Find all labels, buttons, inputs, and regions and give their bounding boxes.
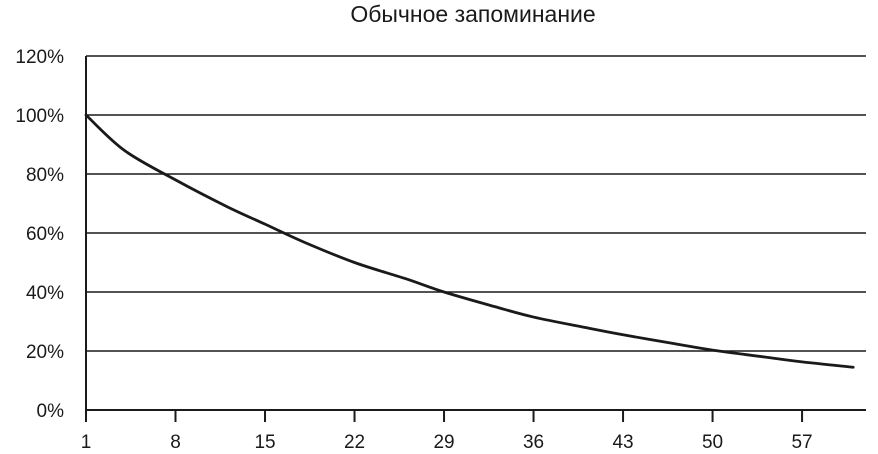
x-tick-label: 1 bbox=[81, 432, 92, 453]
gridlines bbox=[86, 55, 866, 352]
y-tick-label: 60% bbox=[26, 224, 64, 245]
y-tick-label: 0% bbox=[37, 401, 65, 422]
x-tick-labels: 1 8 15 22 29 36 43 50 57 bbox=[81, 432, 813, 453]
y-tick-label: 40% bbox=[26, 283, 64, 304]
chart-title: Обычное запоминание bbox=[350, 1, 595, 27]
y-tick-label: 100% bbox=[15, 106, 64, 127]
x-tick-label: 36 bbox=[523, 432, 544, 453]
x-tick-label: 8 bbox=[170, 432, 181, 453]
y-tick-label: 20% bbox=[26, 342, 64, 363]
x-tick-label: 57 bbox=[791, 432, 812, 453]
axes bbox=[85, 56, 866, 422]
x-tick-label: 15 bbox=[254, 432, 275, 453]
x-tick-label: 50 bbox=[702, 432, 723, 453]
x-tick-label: 29 bbox=[433, 432, 454, 453]
x-tick-label: 22 bbox=[344, 432, 365, 453]
y-tick-labels: 0% 20% 40% 60% 80% 100% 120% bbox=[15, 47, 64, 422]
y-tick-label: 80% bbox=[26, 165, 64, 186]
y-tick-label: 120% bbox=[15, 47, 64, 68]
series-lines bbox=[84, 113, 855, 369]
series-line-0 bbox=[84, 113, 855, 369]
x-tick-label: 43 bbox=[612, 432, 633, 453]
